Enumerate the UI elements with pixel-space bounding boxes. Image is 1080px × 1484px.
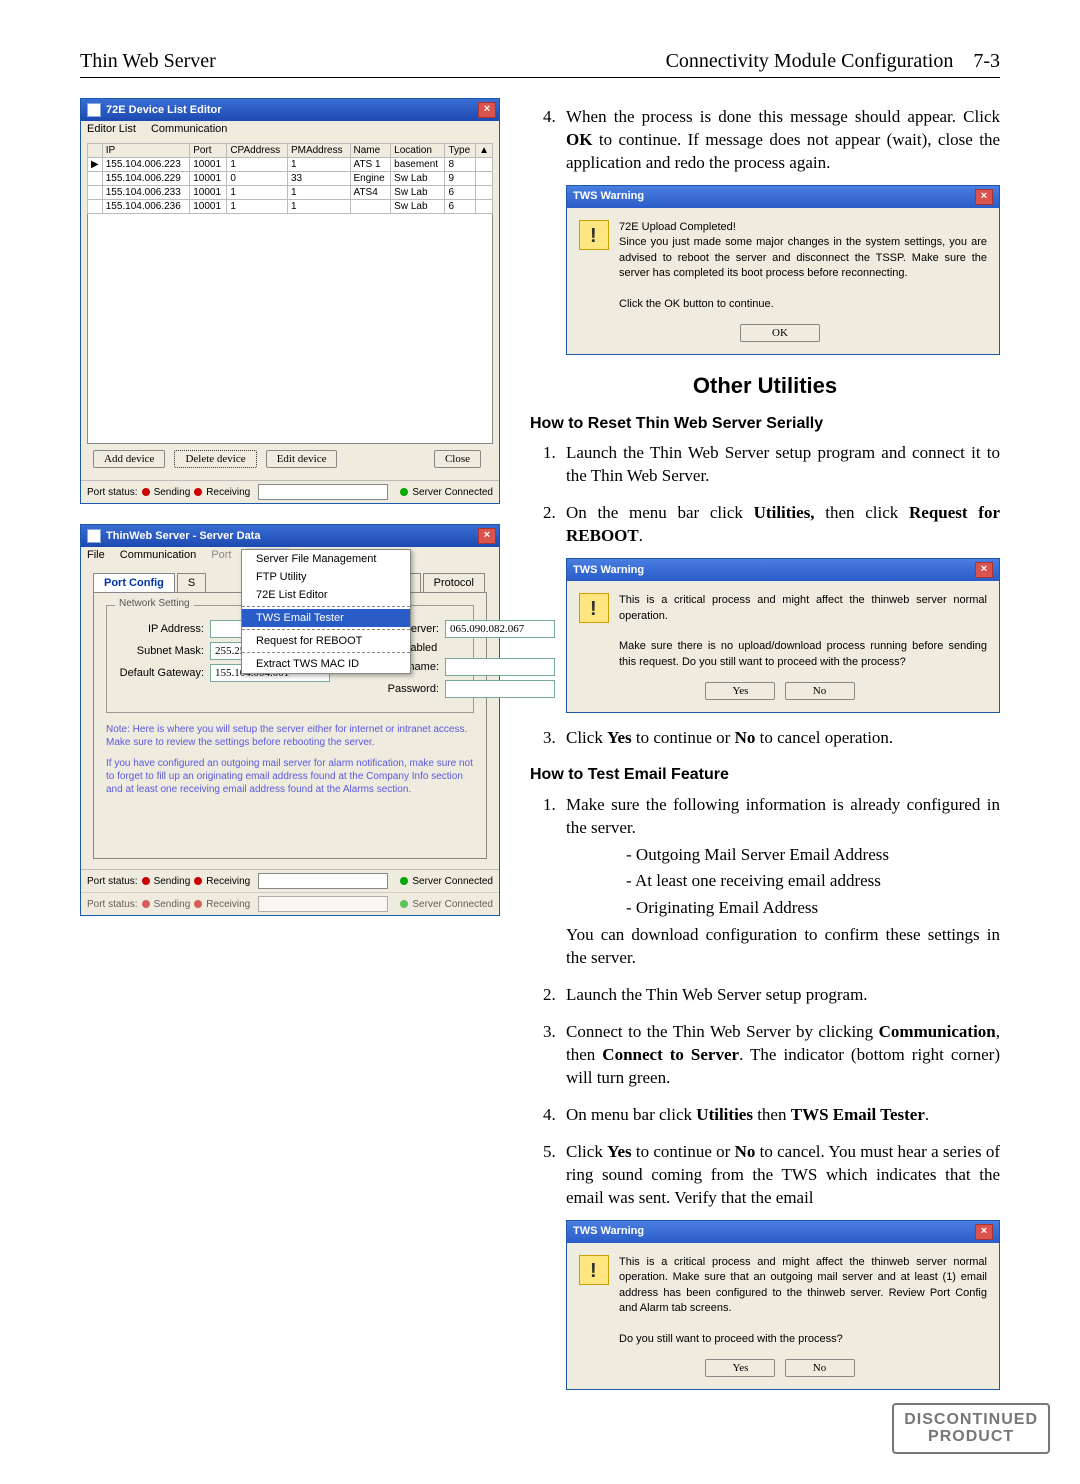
dlg-title: TWS Warning <box>573 563 644 578</box>
table-row: 155.104.006.22910001033EngineSw Lab9 <box>88 172 493 186</box>
heading-reset: How to Reset Thin Web Server Serially <box>530 413 1000 435</box>
yes-button[interactable]: Yes <box>705 682 775 700</box>
server-input[interactable] <box>445 620 555 638</box>
col-pm: PMAddress <box>287 144 350 158</box>
edit-device-button[interactable]: Edit device <box>266 450 338 468</box>
close-button[interactable]: Close <box>434 450 481 468</box>
device-list-window: 72E Device List Editor × Editor List Comm… <box>80 98 500 504</box>
warning-icon <box>579 593 609 623</box>
no-button[interactable]: No <box>785 682 855 700</box>
col-loc: Location <box>391 144 445 158</box>
heading-other-utilities: Other Utilities <box>530 371 1000 401</box>
tab-portconfig[interactable]: Port Config <box>93 573 175 592</box>
hdr-right: Connectivity Module Configuration <box>666 50 954 72</box>
ip-label: IP Address: <box>115 623 210 635</box>
gateway-label: Default Gateway: <box>115 667 210 679</box>
password-label: Password: <box>350 683 445 695</box>
step-4: When the process is done this message sh… <box>560 106 1000 355</box>
table-row: ▶155.104.006.2231000111ATS 1basement8 <box>88 158 493 172</box>
note2: If you have configured an outgoing mail … <box>106 757 474 796</box>
col-port: Port <box>190 144 227 158</box>
hdr-page: 7-3 <box>973 50 1000 72</box>
status-bar-dup: Port status:SendingReceiving Server Conn… <box>81 892 499 915</box>
close-icon[interactable]: × <box>975 562 993 578</box>
status-bar: Port status:SendingReceiving Server Conn… <box>81 869 499 892</box>
close-icon[interactable]: × <box>478 102 496 118</box>
menu-item-listeditor[interactable]: 72E List Editor <box>242 586 410 604</box>
dlg-email: TWS Warning× This is a critical process … <box>566 1220 1000 1390</box>
email-step3: Connect to the Thin Web Server by clicki… <box>560 1021 1000 1090</box>
add-device-button[interactable]: Add device <box>93 450 165 468</box>
menu-item-ftp[interactable]: FTP Utility <box>242 568 410 586</box>
menu-file[interactable]: File <box>87 549 105 561</box>
col-ip: IP <box>102 144 190 158</box>
menu-editorlist[interactable]: Editor List <box>87 123 136 135</box>
dlg-upload-complete: TWS Warning× 72E Upload Completed! Since… <box>566 185 1000 355</box>
table-row: 155.104.006.2361000111Sw Lab6 <box>88 200 493 214</box>
username-input[interactable] <box>445 658 555 676</box>
note1: Note: Here is where you will setup the s… <box>106 723 474 749</box>
dlg-reboot: TWS Warning× This is a critical process … <box>566 558 1000 713</box>
group-network: Network Setting <box>115 598 194 609</box>
email-step2: Launch the Thin Web Server setup program… <box>560 984 1000 1007</box>
dl-menubar[interactable]: Editor List Communication <box>81 121 499 137</box>
app-icon <box>87 529 101 543</box>
table-row: 155.104.006.2331000111ATS4Sw Lab6 <box>88 186 493 200</box>
password-input[interactable] <box>445 680 555 698</box>
app-icon <box>87 103 101 117</box>
heading-email: How to Test Email Feature <box>530 764 1000 786</box>
menu-item-macid[interactable]: Extract TWS MAC ID <box>242 655 410 673</box>
reset-step3: Click Yes to continue or No to cancel op… <box>560 727 1000 750</box>
close-icon[interactable]: × <box>975 1224 993 1240</box>
col-name: Name <box>350 144 391 158</box>
subnet-label: Subnet Mask: <box>115 645 210 657</box>
email-step5: Click Yes to continue or No to cancel. Y… <box>560 1141 1000 1390</box>
no-button[interactable]: No <box>785 1359 855 1377</box>
email-step1: Make sure the following information is a… <box>560 794 1000 971</box>
tab-protocol[interactable]: Protocol <box>423 573 485 592</box>
email-step4: On menu bar click Utilities then TWS Ema… <box>560 1104 1000 1127</box>
delete-device-button[interactable]: Delete device <box>174 450 256 468</box>
menu-communication[interactable]: Communication <box>151 123 227 135</box>
utilities-menu[interactable]: Server File Management FTP Utility 72E L… <box>241 549 411 674</box>
server-data-window: ThinWeb Server - Server Data × File Commu… <box>80 524 500 916</box>
menu-communication[interactable]: Communication <box>120 549 196 561</box>
reset-step2: On the menu bar click Utilities, then cl… <box>560 502 1000 713</box>
close-icon[interactable]: × <box>478 528 496 544</box>
dlg-title: TWS Warning <box>573 1224 644 1239</box>
device-table: IP Port CPAddress PMAddress Name Locatio… <box>87 143 493 214</box>
discontinued-stamp: DISCONTINUEDPRODUCT <box>892 1403 1050 1454</box>
close-icon[interactable]: × <box>975 189 993 205</box>
warning-icon <box>579 1255 609 1285</box>
status-bar: Port status:SendingReceiving Server Conn… <box>81 480 499 503</box>
tab-s[interactable]: S <box>177 573 206 592</box>
menu-port: Port <box>211 549 231 561</box>
col-cp: CPAddress <box>227 144 288 158</box>
ok-button[interactable]: OK <box>740 324 820 342</box>
menu-item-reboot[interactable]: Request for REBOOT <box>242 632 410 650</box>
yes-button[interactable]: Yes <box>705 1359 775 1377</box>
menu-item-emailtester[interactable]: TWS Email Tester <box>242 609 410 627</box>
hdr-left: Thin Web Server <box>80 50 216 73</box>
menu-item-sfm[interactable]: Server File Management <box>242 550 410 568</box>
col-type: Type <box>445 144 476 158</box>
warning-icon <box>579 220 609 250</box>
dl-title: 72E Device List Editor <box>106 104 222 116</box>
sd-title: ThinWeb Server - Server Data <box>106 530 260 542</box>
dlg-title: TWS Warning <box>573 189 644 204</box>
reset-step1: Launch the Thin Web Server setup program… <box>560 442 1000 488</box>
page-header: Thin Web Server Connectivity Module Conf… <box>80 50 1000 78</box>
